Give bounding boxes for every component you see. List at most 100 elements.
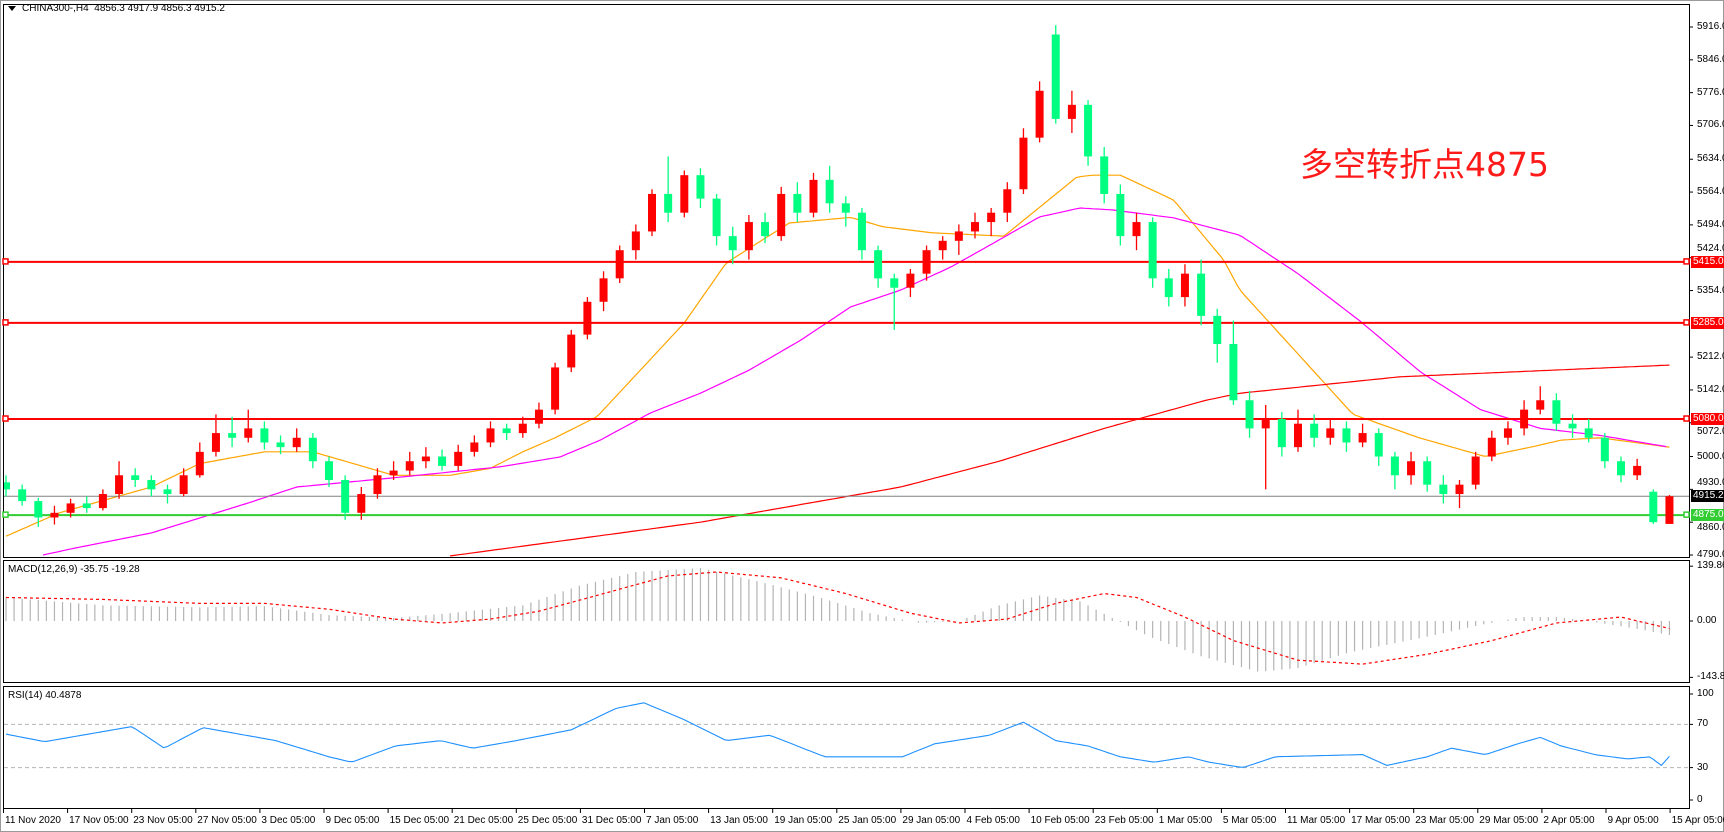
candle-bullish	[421, 447, 430, 469]
time-tick-label: 9 Apr 05:00	[1607, 815, 1659, 826]
candle-bullish	[680, 170, 689, 218]
candle-body	[1067, 104, 1076, 119]
candle-body	[696, 175, 705, 199]
candle-bullish	[938, 236, 947, 260]
candle-body	[518, 423, 527, 434]
candle-bearish	[1600, 433, 1609, 469]
candle-bullish	[922, 245, 931, 281]
candle-body	[163, 489, 172, 495]
candle-body	[1520, 409, 1529, 429]
candle-body	[890, 278, 899, 288]
candle-body	[50, 512, 59, 518]
candle-bullish	[50, 505, 59, 525]
candle-body	[938, 240, 947, 251]
candle-body	[1536, 400, 1545, 410]
time-tick-label: 25 Dec 05:00	[517, 815, 578, 826]
candle-body	[276, 442, 285, 448]
candle-body	[1471, 456, 1480, 485]
price-plot	[4, 25, 1689, 557]
candle-bearish	[276, 435, 285, 455]
price-tick-label: 5424.0	[1697, 242, 1724, 254]
moving-average-line-ma_mid	[42, 207, 1667, 556]
candle-body	[1423, 461, 1432, 485]
candle-bullish	[1503, 421, 1512, 445]
candle-body	[1455, 484, 1464, 495]
price-tick-label: 5776.0	[1697, 86, 1724, 98]
candle-body	[195, 451, 204, 476]
candle-body	[793, 193, 802, 213]
candle-bearish	[1277, 411, 1286, 457]
time-tick-label: 9 Dec 05:00	[325, 815, 380, 826]
candle-bearish	[502, 423, 511, 441]
candle-body	[1584, 428, 1593, 438]
candle-bearish	[1229, 320, 1238, 405]
candle-bullish	[583, 297, 592, 340]
price-tick-label: 5846.0	[1697, 53, 1724, 65]
candle-bullish	[1035, 81, 1044, 143]
candle-body	[1390, 456, 1399, 476]
candle-bearish	[1649, 489, 1658, 525]
candle-body	[1277, 419, 1286, 448]
candle-bullish	[98, 489, 107, 511]
price-tick-label: 5000.0	[1697, 450, 1724, 462]
candle-body	[1003, 189, 1012, 213]
candle-body	[66, 503, 75, 513]
candle-bullish	[615, 245, 624, 284]
candle-bearish	[228, 416, 237, 448]
candle-bullish	[971, 212, 979, 239]
candle-body	[1100, 156, 1109, 194]
level-anchor-icon	[2, 319, 9, 326]
candle-body	[1326, 428, 1335, 438]
candle-body	[115, 475, 124, 495]
candle-body	[615, 250, 624, 279]
candle-body	[1213, 315, 1222, 344]
rsi-title: RSI(14) 40.4878	[8, 690, 82, 701]
candle-body	[1552, 400, 1561, 424]
candle-bullish	[1261, 404, 1270, 490]
level-anchor-icon	[1683, 258, 1690, 265]
candle-bearish	[1084, 100, 1093, 166]
candle-bullish	[373, 468, 382, 499]
candle-body	[260, 428, 269, 443]
rsi-tick-label: 30	[1697, 761, 1709, 773]
rsi-tick-label: 100	[1697, 688, 1714, 699]
candle-body	[1051, 34, 1060, 119]
candle-bearish	[1552, 393, 1561, 431]
candle-body	[244, 428, 253, 438]
candle-body	[987, 212, 996, 223]
moving-average-line-ma_slow	[450, 364, 1670, 557]
candle-bullish	[551, 362, 560, 415]
candle-bullish	[195, 442, 204, 478]
candle-body	[82, 503, 91, 509]
candle-bearish	[341, 475, 350, 520]
rsi-line	[5, 702, 1670, 768]
candle-body	[648, 193, 656, 232]
candle-body	[1342, 428, 1351, 443]
time-tick-label: 17 Nov 05:00	[69, 815, 129, 826]
candle-body	[1617, 461, 1625, 476]
time-tick-label: 23 Feb 05:00	[1094, 815, 1154, 826]
candle-body	[228, 433, 237, 438]
price-tick-label: 5142.0	[1697, 383, 1724, 395]
dropdown-triangle-icon[interactable]	[8, 5, 16, 11]
price-tick-label: 5634.0	[1697, 153, 1724, 165]
time-tick-label: 10 Feb 05:00	[1030, 815, 1090, 826]
candle-bearish	[4, 475, 10, 497]
rsi-panel[interactable]	[3, 686, 1690, 809]
candle-body	[551, 367, 560, 410]
ohlc-values: 4856.3 4917.9 4856.3 4915.2	[94, 3, 225, 14]
candle-body	[712, 198, 721, 237]
candle-body	[1665, 496, 1674, 524]
candle-body	[1261, 419, 1270, 429]
time-tick-label: 23 Nov 05:00	[133, 815, 193, 826]
candle-bearish	[260, 421, 269, 450]
candle-body	[1197, 273, 1206, 316]
candle-bullish	[389, 461, 398, 480]
time-tick-label: 23 Mar 05:00	[1415, 815, 1475, 826]
candle-bearish	[696, 168, 705, 209]
main-price-panel[interactable]	[3, 4, 1690, 558]
candle-body	[1358, 433, 1367, 443]
level-anchor-icon	[1683, 511, 1690, 518]
macd-panel[interactable]	[3, 560, 1690, 683]
